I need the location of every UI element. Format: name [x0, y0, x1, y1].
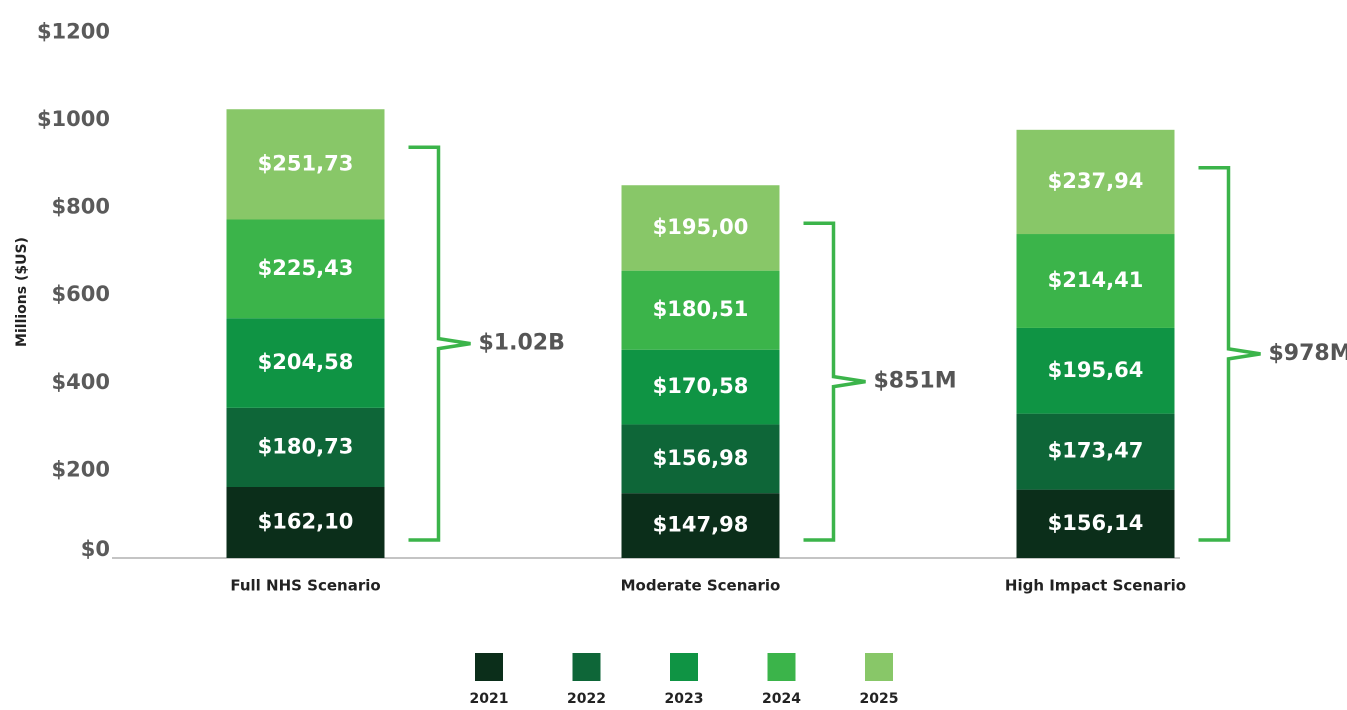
- value-label: $156,98: [653, 446, 749, 470]
- value-label: $237,94: [1048, 169, 1144, 193]
- bracket: [1199, 168, 1261, 540]
- legend-swatch: [475, 653, 503, 681]
- y-tick-label: $600: [52, 282, 110, 306]
- y-tick-label: $0: [81, 537, 110, 561]
- bracket: [409, 147, 471, 540]
- total-annotation: $1.02B: [479, 331, 565, 356]
- value-label: $156,14: [1048, 511, 1144, 535]
- legend-label: 2025: [860, 691, 899, 706]
- value-label: $225,43: [258, 256, 354, 280]
- value-label: $195,64: [1048, 358, 1144, 382]
- legend-swatch: [670, 653, 698, 681]
- x-tick-label: Moderate Scenario: [621, 577, 781, 595]
- total-annotation: $978M: [1269, 341, 1347, 366]
- y-tick-label: $1200: [37, 19, 110, 43]
- bracket: [804, 223, 866, 540]
- legend-swatch: [573, 653, 601, 681]
- value-label: $214,41: [1048, 268, 1144, 292]
- value-label: $195,00: [653, 215, 749, 239]
- legend-label: 2023: [665, 691, 704, 706]
- y-tick-label: $400: [52, 370, 110, 394]
- value-label: $170,58: [653, 374, 749, 398]
- value-label: $162,10: [258, 510, 354, 534]
- y-tick-label: $1000: [37, 107, 110, 131]
- y-tick-label: $800: [52, 195, 110, 219]
- value-label: $173,47: [1048, 439, 1144, 463]
- legend-label: 2022: [567, 691, 606, 706]
- y-tick-label: $200: [52, 457, 110, 481]
- legend-label: 2024: [762, 691, 801, 706]
- legend-swatch: [865, 653, 893, 681]
- legend-label: 2021: [470, 691, 509, 706]
- x-tick-label: Full NHS Scenario: [230, 577, 380, 595]
- total-annotation: $851M: [874, 369, 957, 394]
- x-tick-label: High Impact Scenario: [1005, 577, 1186, 595]
- y-axis-label: Millions ($US): [14, 237, 30, 347]
- legend-swatch: [768, 653, 796, 681]
- value-label: $180,73: [258, 434, 354, 458]
- value-label: $251,73: [258, 151, 354, 175]
- value-label: $147,98: [653, 513, 749, 537]
- value-label: $204,58: [258, 350, 354, 374]
- value-label: $180,51: [653, 297, 749, 321]
